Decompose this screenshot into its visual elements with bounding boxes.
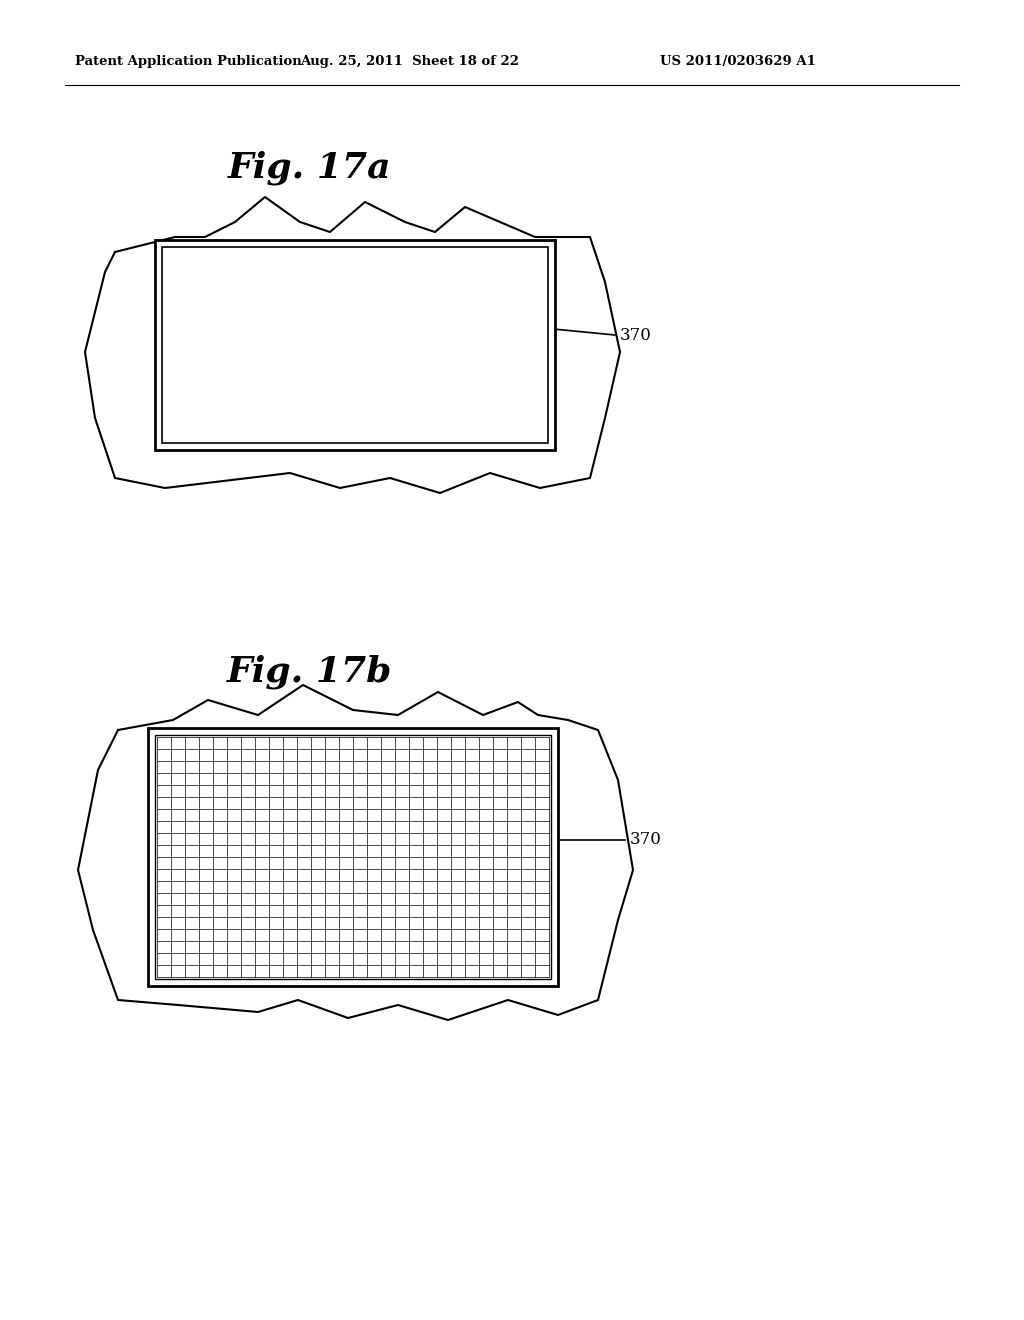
Text: US 2011/0203629 A1: US 2011/0203629 A1: [660, 55, 816, 69]
Text: Fig. 17a: Fig. 17a: [228, 150, 392, 185]
Text: Patent Application Publication: Patent Application Publication: [75, 55, 302, 69]
Text: Fig. 17b: Fig. 17b: [227, 655, 392, 689]
Bar: [162, 247, 548, 444]
Bar: [148, 729, 558, 986]
Text: 370: 370: [620, 326, 652, 343]
Text: Aug. 25, 2011  Sheet 18 of 22: Aug. 25, 2011 Sheet 18 of 22: [300, 55, 519, 69]
Text: 370: 370: [630, 832, 662, 849]
Bar: [155, 240, 555, 450]
Bar: [155, 735, 551, 979]
